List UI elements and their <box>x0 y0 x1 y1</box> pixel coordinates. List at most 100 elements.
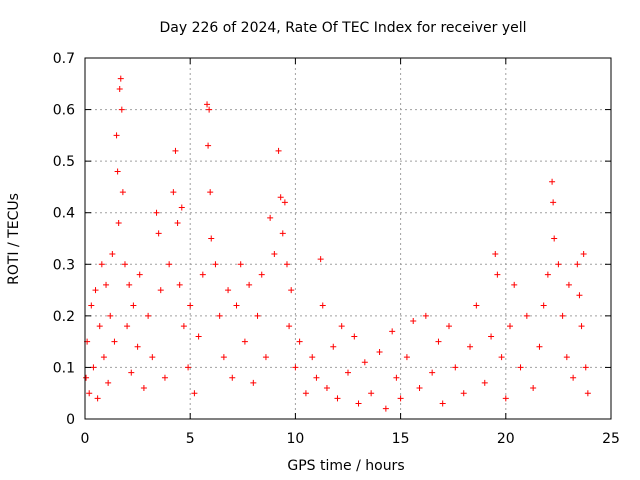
data-point <box>178 204 185 211</box>
data-point <box>580 250 587 257</box>
data-point <box>136 271 143 278</box>
data-point <box>94 395 101 402</box>
y-tick-label: 0.6 <box>53 103 75 119</box>
data-point <box>118 106 125 113</box>
data-point <box>199 271 206 278</box>
data-point <box>345 369 351 376</box>
data-point <box>536 343 543 350</box>
y-tick-label: 0 <box>66 412 75 428</box>
data-point <box>292 364 299 371</box>
data-point <box>473 302 480 309</box>
data-point <box>351 333 358 340</box>
data-point <box>103 281 110 288</box>
data-point <box>86 390 93 397</box>
data-point <box>117 75 124 82</box>
data-point <box>416 385 423 392</box>
data-point <box>507 323 514 330</box>
data-point <box>286 323 293 330</box>
x-tick-label: 10 <box>286 431 304 447</box>
axis-ticks: 0 5 10 15 20 25 0 0.1 0.2 0.3 0.4 0.5 0.6 0.7 <box>53 51 620 447</box>
data-point <box>559 312 566 319</box>
data-point <box>109 250 116 257</box>
data-point <box>523 312 530 319</box>
y-tick-label: 0.4 <box>53 206 75 222</box>
data-point <box>563 354 570 361</box>
data-point <box>313 374 320 381</box>
data-point <box>204 101 211 108</box>
data-point <box>130 302 137 309</box>
x-tick-label: 5 <box>186 431 195 447</box>
data-point <box>338 323 345 330</box>
x-tick-label: 0 <box>81 431 90 447</box>
data-point <box>271 250 278 257</box>
data-point <box>220 354 227 361</box>
data-point <box>229 374 236 381</box>
data-point <box>283 261 290 268</box>
data-point <box>555 261 562 268</box>
data-point <box>530 385 537 392</box>
data-point <box>576 292 583 299</box>
plot-frame <box>84 57 612 420</box>
data-point <box>279 230 286 237</box>
y-tick-label: 0.2 <box>53 309 75 325</box>
data-point <box>389 328 396 335</box>
data-point <box>549 178 556 185</box>
data-point <box>166 261 173 268</box>
data-point <box>445 323 452 330</box>
data-point <box>124 323 131 330</box>
data-point <box>262 354 269 361</box>
y-tick-label: 0.1 <box>53 360 75 376</box>
data-point <box>191 390 198 397</box>
data-point <box>128 369 135 376</box>
data-point <box>96 323 103 330</box>
data-point <box>176 281 183 288</box>
data-point <box>376 348 383 355</box>
grid <box>85 58 611 419</box>
data-point <box>119 189 126 196</box>
data-point <box>149 354 156 361</box>
data-point <box>107 312 114 319</box>
data-point <box>88 302 95 309</box>
data-point <box>511 281 518 288</box>
data-point <box>460 390 467 397</box>
data-point <box>435 338 442 345</box>
data-point <box>488 333 495 340</box>
data-point <box>83 374 90 381</box>
data-point <box>570 374 577 381</box>
data-point <box>134 343 141 350</box>
data-point <box>153 209 160 216</box>
data-point <box>113 132 120 139</box>
data-point <box>467 343 474 350</box>
data-point <box>317 256 324 263</box>
data-point <box>584 390 591 397</box>
data-point <box>140 385 147 392</box>
data-point <box>254 312 261 319</box>
data-point <box>121 261 128 268</box>
data-point <box>403 354 410 361</box>
data-point <box>250 379 257 386</box>
data-point <box>574 261 581 268</box>
data-point <box>233 302 240 309</box>
data-point <box>517 364 524 371</box>
data-point <box>439 400 446 407</box>
data-point <box>288 287 295 294</box>
data-point <box>565 281 572 288</box>
data-point <box>544 271 551 278</box>
data-point <box>551 235 558 242</box>
data-point <box>361 359 368 366</box>
data-point <box>382 405 389 412</box>
data-point <box>275 147 282 154</box>
data-point <box>206 106 213 113</box>
y-tick-label: 0.7 <box>53 51 75 67</box>
data-point <box>100 354 107 361</box>
data-point <box>494 271 501 278</box>
y-tick-label: 0.5 <box>53 154 75 170</box>
data-point <box>187 302 194 309</box>
chart-title: Day 226 of 2024, Rate Of TEC Index for r… <box>159 20 526 36</box>
x-tick-label: 25 <box>602 431 620 447</box>
data-point <box>241 338 248 345</box>
data-point <box>258 271 265 278</box>
data-point <box>157 287 164 294</box>
data-point <box>429 369 436 376</box>
data-point <box>578 323 585 330</box>
